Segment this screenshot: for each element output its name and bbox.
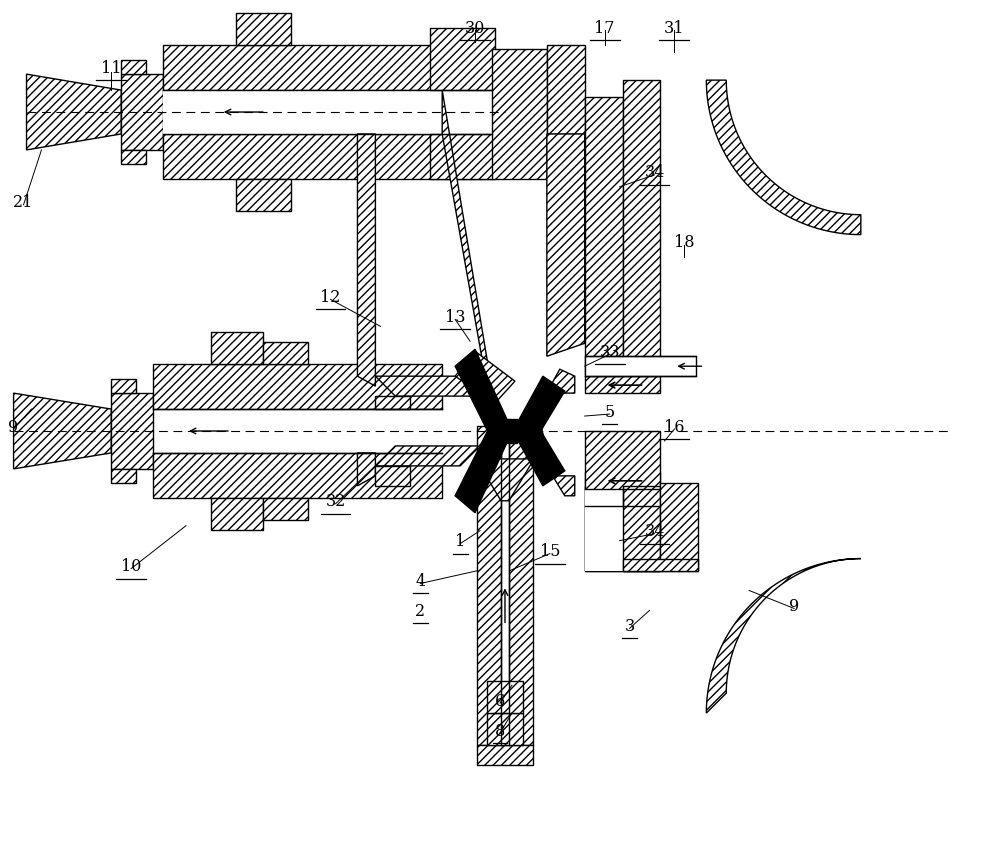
Polygon shape — [14, 393, 111, 469]
Text: 18: 18 — [674, 234, 695, 251]
Polygon shape — [357, 454, 375, 486]
Bar — [163, 135, 492, 180]
Bar — [487, 681, 523, 713]
Polygon shape — [706, 559, 861, 713]
Bar — [585, 506, 623, 571]
Bar — [111, 393, 153, 469]
Text: 4: 4 — [415, 573, 425, 589]
Polygon shape — [455, 350, 510, 437]
Text: 9: 9 — [789, 598, 799, 614]
Polygon shape — [442, 91, 497, 443]
Bar — [121, 61, 146, 75]
Polygon shape — [510, 413, 565, 486]
Bar — [163, 46, 492, 91]
Bar — [121, 151, 146, 164]
Text: 15: 15 — [540, 542, 560, 560]
Text: 10: 10 — [121, 557, 141, 574]
Bar — [585, 356, 696, 377]
Text: 32: 32 — [325, 492, 346, 510]
Polygon shape — [375, 447, 480, 467]
Bar — [211, 333, 263, 365]
Bar — [477, 426, 501, 745]
Text: 11: 11 — [101, 59, 122, 77]
Polygon shape — [493, 419, 517, 443]
Bar — [492, 50, 547, 180]
Text: 3: 3 — [624, 617, 635, 635]
Text: 33: 33 — [599, 344, 620, 361]
Polygon shape — [27, 75, 121, 151]
Polygon shape — [547, 135, 585, 356]
Bar — [263, 499, 308, 520]
Polygon shape — [455, 426, 510, 513]
Bar — [623, 486, 660, 571]
Text: 12: 12 — [320, 288, 341, 306]
Bar — [153, 454, 442, 499]
Polygon shape — [375, 397, 410, 410]
Polygon shape — [706, 81, 861, 235]
Bar — [585, 489, 660, 571]
Text: 8: 8 — [495, 722, 505, 739]
Bar — [623, 486, 660, 571]
Text: 21: 21 — [13, 194, 34, 211]
Text: 1: 1 — [455, 532, 465, 549]
Text: 6: 6 — [495, 692, 505, 709]
Bar — [585, 377, 660, 393]
Text: 9: 9 — [8, 418, 19, 435]
Bar — [547, 135, 585, 180]
Polygon shape — [477, 460, 533, 501]
Polygon shape — [375, 377, 480, 397]
Polygon shape — [530, 424, 575, 496]
Bar — [430, 135, 495, 180]
Bar — [509, 426, 533, 745]
Bar — [430, 29, 495, 91]
Bar — [121, 75, 163, 151]
Bar — [585, 486, 623, 506]
Bar — [623, 81, 660, 377]
Bar — [236, 15, 291, 46]
Bar — [585, 98, 623, 377]
Bar — [357, 410, 442, 454]
Text: 5: 5 — [605, 403, 615, 420]
Bar — [547, 46, 585, 135]
Bar — [163, 91, 492, 135]
Bar — [263, 343, 308, 365]
Bar — [477, 745, 533, 765]
Text: 17: 17 — [594, 20, 615, 37]
Bar — [660, 483, 698, 571]
Text: 30: 30 — [465, 20, 485, 37]
Polygon shape — [357, 135, 375, 387]
Text: 31: 31 — [664, 20, 685, 37]
Polygon shape — [375, 467, 410, 486]
Text: 34: 34 — [644, 164, 665, 181]
Bar — [111, 469, 136, 483]
Bar — [623, 559, 698, 571]
Polygon shape — [530, 369, 575, 439]
Bar — [153, 365, 442, 410]
Text: 34: 34 — [644, 523, 665, 540]
Text: 13: 13 — [445, 308, 465, 325]
Bar — [585, 431, 660, 571]
Bar — [211, 499, 263, 530]
Bar — [236, 180, 291, 212]
Bar — [585, 473, 660, 489]
Polygon shape — [455, 352, 515, 404]
Text: 16: 16 — [664, 418, 685, 435]
Bar — [111, 380, 136, 393]
Polygon shape — [510, 377, 565, 449]
Bar — [487, 713, 523, 745]
Text: 2: 2 — [415, 602, 425, 619]
